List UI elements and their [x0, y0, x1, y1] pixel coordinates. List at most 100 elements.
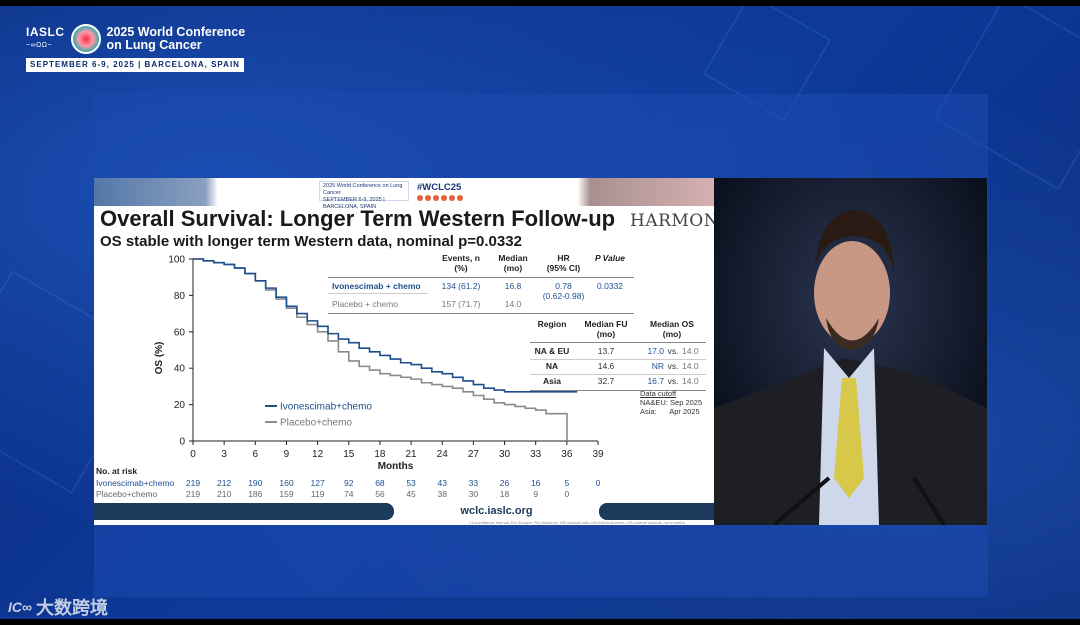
speaker-video: [714, 178, 987, 525]
risk-label-placebo: Placebo+chemo: [96, 489, 158, 499]
y-tick-label: 100: [168, 255, 185, 266]
risk-value: 56: [375, 489, 385, 499]
slide-title: Overall Survival: Longer Term Western Fo…: [100, 206, 616, 231]
banner-hashtag: #WCLC25: [417, 181, 462, 193]
risk-value: 186: [248, 489, 263, 499]
region-label: NA & EU: [534, 346, 570, 356]
ci-value: (0.62-0.98): [542, 291, 585, 301]
microphone-icon: [912, 476, 946, 525]
col-region-header: Region: [537, 319, 567, 329]
speaker-tie: [834, 378, 864, 498]
conference-dates: SEPTEMBER 6-9, 2025 | BARCELONA, SPAIN: [26, 58, 244, 72]
col-events-header: Events, n (%): [442, 253, 480, 273]
risk-value: 53: [406, 478, 416, 488]
legend-label: Placebo+chemo: [280, 418, 352, 429]
x-tick-label: 18: [374, 449, 386, 460]
social-icon: [441, 194, 447, 201]
x-tick-label: 3: [221, 449, 227, 460]
cutoff-asia-label: Asia:: [640, 407, 657, 416]
conference-seal-icon: [70, 24, 101, 54]
median-os-ivonescimab: NR: [651, 361, 664, 371]
risk-value: 219: [185, 478, 201, 488]
conference-title: 2025 World Conference on Lung Cancer: [107, 26, 246, 52]
risk-value: 9: [533, 489, 539, 499]
risk-title: No. at risk: [96, 466, 138, 476]
median-value: 16.8: [504, 281, 522, 291]
org-name: IASLC: [26, 25, 65, 39]
median-fu-value: 13.7: [597, 346, 615, 356]
footer-url: wclc.iaslc.org: [460, 505, 533, 517]
slide-banner: [94, 178, 714, 206]
data-cutoff-note: Data cutoff NA&EU: Sep 2025 Asia: Apr 20…: [640, 389, 702, 416]
x-tick-label: 15: [343, 449, 355, 460]
social-icon: [449, 194, 455, 201]
median-value: 14.0: [504, 299, 522, 309]
risk-value: 45: [406, 489, 416, 499]
microphone-icon: [772, 476, 831, 525]
watermark: IC∞ 大数跨境: [8, 594, 108, 620]
speaker-figure: [714, 178, 987, 525]
social-icon: [417, 194, 423, 201]
risk-value: 127: [310, 478, 325, 488]
cutoff-na-eu-label: NA&EU:: [640, 398, 668, 407]
y-tick-label: 20: [174, 400, 186, 411]
top-letterbox: [0, 0, 1080, 6]
events-value: 157 (71.7): [441, 299, 481, 309]
risk-value: 16: [530, 478, 541, 488]
conference-title-line2: on Lung Cancer: [106, 38, 202, 52]
risk-value: 159: [279, 489, 294, 499]
arm-label: Ivonescimab + chemo: [332, 281, 421, 291]
risk-value: 210: [217, 489, 232, 499]
col-pvalue-header: P Value: [594, 253, 626, 263]
slide-subtitle: OS stable with longer term Western data,…: [100, 233, 522, 250]
speaker-face: [814, 241, 890, 345]
social-icon: [457, 194, 463, 201]
median-os-placebo: 14.0: [682, 361, 699, 371]
median-os-placebo: 14.0: [682, 346, 699, 356]
y-axis-label: OS (%): [154, 342, 165, 375]
vs-label: vs.: [667, 346, 679, 356]
speaker-hair: [814, 210, 894, 273]
col-os-header: Median OS (mo): [650, 319, 694, 339]
chart-legend: Ivonescimab+chemo Placebo+chemo: [265, 402, 372, 429]
risk-value: 92: [344, 478, 354, 488]
footnote: CI=confidence interval; EU=Europe; FU=fo…: [469, 520, 686, 525]
risk-value: 74: [344, 489, 354, 499]
x-tick-label: 0: [190, 449, 196, 460]
risk-value: 18: [499, 489, 510, 499]
x-tick-label: 24: [437, 449, 449, 460]
banner-conference-badge: 2025 World Conference on Lung Cancer SEP…: [319, 181, 409, 210]
x-tick-label: 33: [530, 449, 542, 460]
risk-value: 38: [437, 489, 447, 499]
x-tick-label: 6: [253, 449, 259, 460]
x-tick-label: 36: [561, 449, 573, 460]
arm-label: Placebo + chemo: [332, 299, 398, 309]
legend-label: Ivonescimab+chemo: [280, 402, 372, 413]
x-tick-label: 39: [592, 449, 604, 460]
x-axis-label: Months: [378, 461, 414, 472]
footer-bar-left: [94, 503, 394, 520]
median-fu-value: 32.7: [597, 376, 615, 386]
iaslc-logo: IASLC ~∞ΩΩ~: [26, 25, 65, 50]
social-icon: [425, 194, 431, 201]
pvalue-value: 0.0332: [597, 281, 623, 291]
banner-conference-name: 2025 World Conference on Lung Cancer: [323, 183, 403, 196]
region-label: Asia: [543, 376, 561, 386]
watermark-logo-icon: IC∞: [8, 599, 32, 615]
vs-label: vs.: [667, 376, 679, 386]
conference-logo: IASLC ~∞ΩΩ~ 2025 World Conference on Lung…: [26, 24, 245, 54]
median-os-ivonescimab: 17.0: [647, 346, 664, 356]
presentation-slide: 2025 World Conference on Lung Cancer SEP…: [94, 178, 714, 525]
risk-value: 160: [279, 478, 294, 488]
risk-value: 43: [437, 478, 447, 488]
speaker-beard: [826, 318, 879, 350]
hr-value: 0.78: [555, 281, 572, 291]
risk-value: 190: [248, 478, 263, 488]
region-label: NA: [545, 361, 559, 371]
col-fu-header: Median FU (mo): [584, 319, 628, 339]
risk-value: 26: [499, 478, 510, 488]
chart-series: [193, 258, 578, 441]
risk-value: 119: [310, 489, 325, 499]
